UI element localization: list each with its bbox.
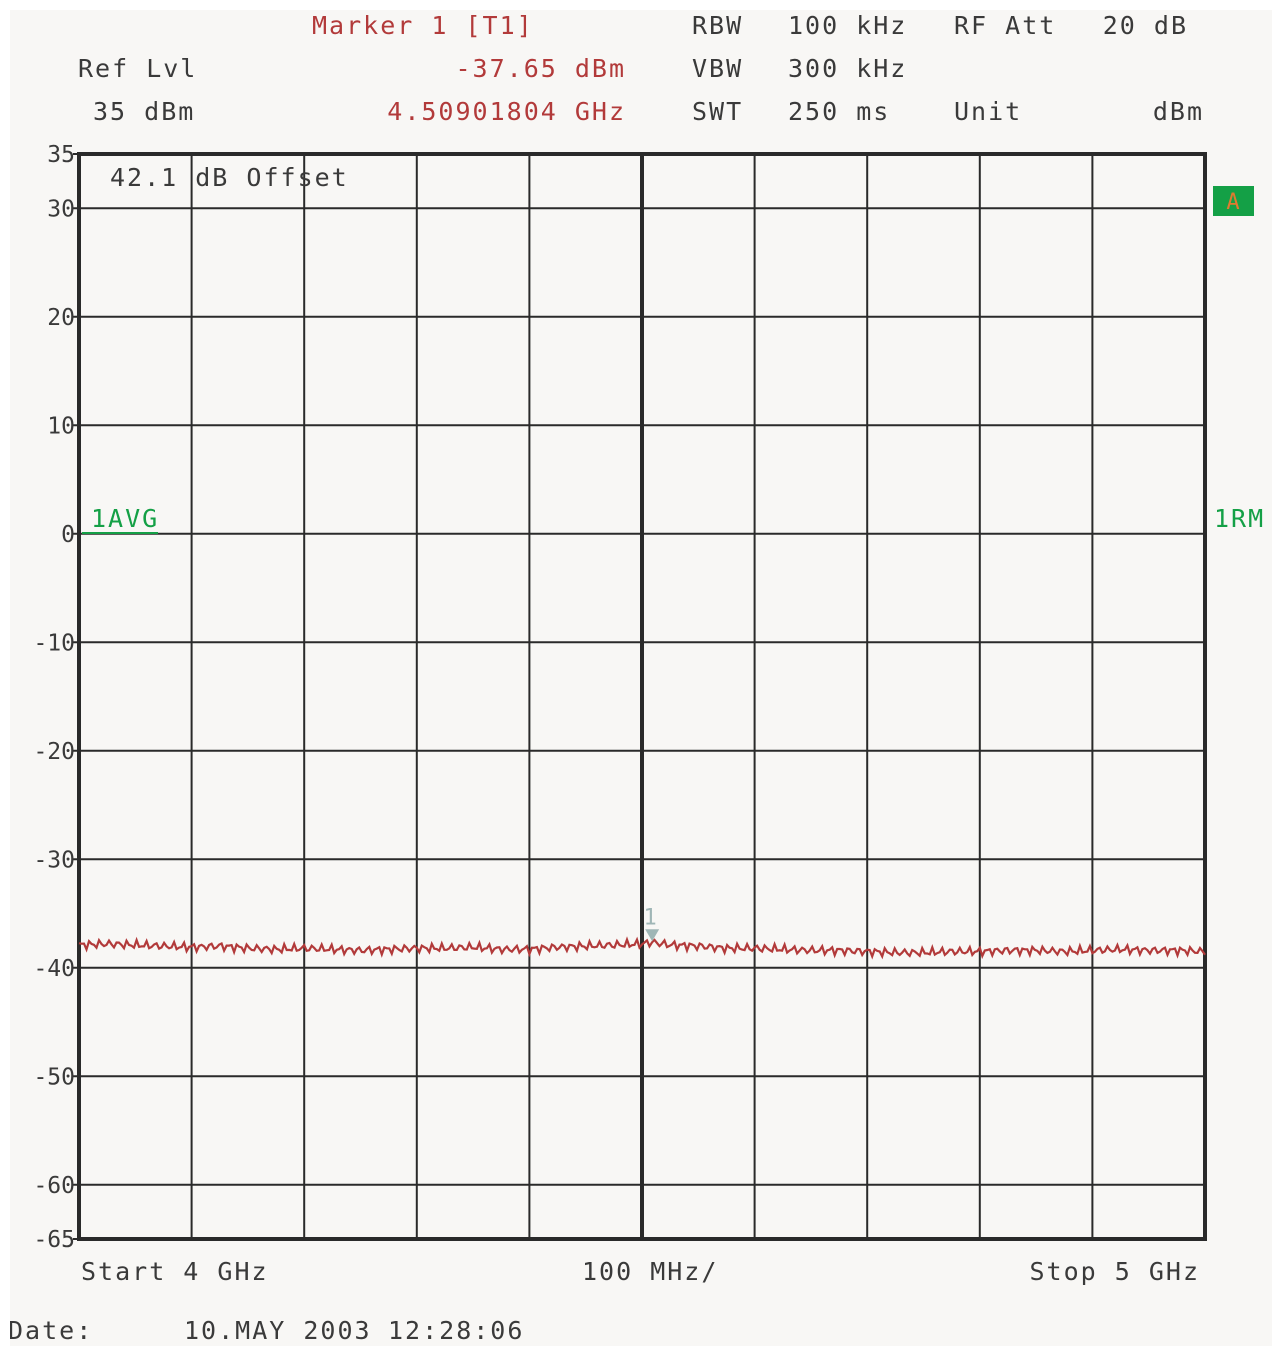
y-tick-label: 35 [47,142,75,168]
grid-lines [73,152,1207,1241]
marker-level: -37.65 dBm [455,54,626,83]
rf-att-label: RF Att [954,11,1056,40]
spectrum-chart: Marker 1 [T1] Ref Lvl 35 dBm -37.65 dBm … [10,11,1265,1345]
y-tick-label: 30 [47,196,75,222]
vbw-value: 300 kHz [788,54,907,83]
y-tick-label: -20 [33,739,75,765]
marker-1-number: 1 [644,905,657,930]
marker-1-triangle [645,929,660,942]
swt-value: 250 ms [788,97,890,126]
trace-label-avg: 1AVG [91,504,159,533]
y-tick-label: -30 [33,847,75,873]
time-value: 12:28:06 [388,1316,524,1345]
y-tick-label: -10 [33,630,75,656]
trace-layer [78,936,1206,960]
rf-att-value: 20 dB [1103,11,1188,40]
badge-a: A [1213,186,1254,216]
y-tick-label: 10 [47,413,75,439]
y-tick-labels: 35 30 20 10 0 -10 -20 -30 -40 -50 -60 -65 [33,142,75,1253]
span-per-division: 100 MHz/ [582,1257,718,1286]
trace-label-rm: 1RM [1214,504,1265,533]
date-value: 10.MAY 2003 [184,1316,372,1345]
start-frequency: Start 4 GHz [81,1257,269,1286]
marker-layer: 1 [644,905,660,942]
badge-a-label: A [1226,190,1239,215]
ref-lvl-label: Ref Lvl [78,54,197,83]
trace-1-avg [78,936,1206,960]
marker-frequency: 4.50901804 GHz [387,97,626,126]
badge-a-bg [1213,186,1254,216]
y-tick-label: 0 [61,522,75,548]
plot-frame [77,152,1207,1241]
swt-label: SWT [692,97,743,126]
vbw-label: VBW [692,54,743,83]
rbw-label: RBW [692,11,743,40]
y-tick-label: 20 [47,305,75,331]
ref-lvl-value: 35 dBm [93,97,195,126]
unit-value: dBm [1153,97,1204,126]
y-tick-label: -50 [33,1064,75,1090]
rbw-value: 100 kHz [788,11,907,40]
offset-text: 42.1 dB Offset [110,163,349,192]
y-tick-label: -60 [33,1173,75,1199]
stop-frequency: Stop 5 GHz [1029,1257,1200,1286]
unit-label: Unit [954,97,1022,126]
y-tick-label: -65 [33,1227,75,1253]
marker-title: Marker 1 [T1] [312,11,534,40]
y-tick-label: -40 [33,956,75,982]
date-label: Date: [10,1316,93,1345]
analyzer-screen: Marker 1 [T1] Ref Lvl 35 dBm -37.65 dBm … [10,10,1272,1346]
